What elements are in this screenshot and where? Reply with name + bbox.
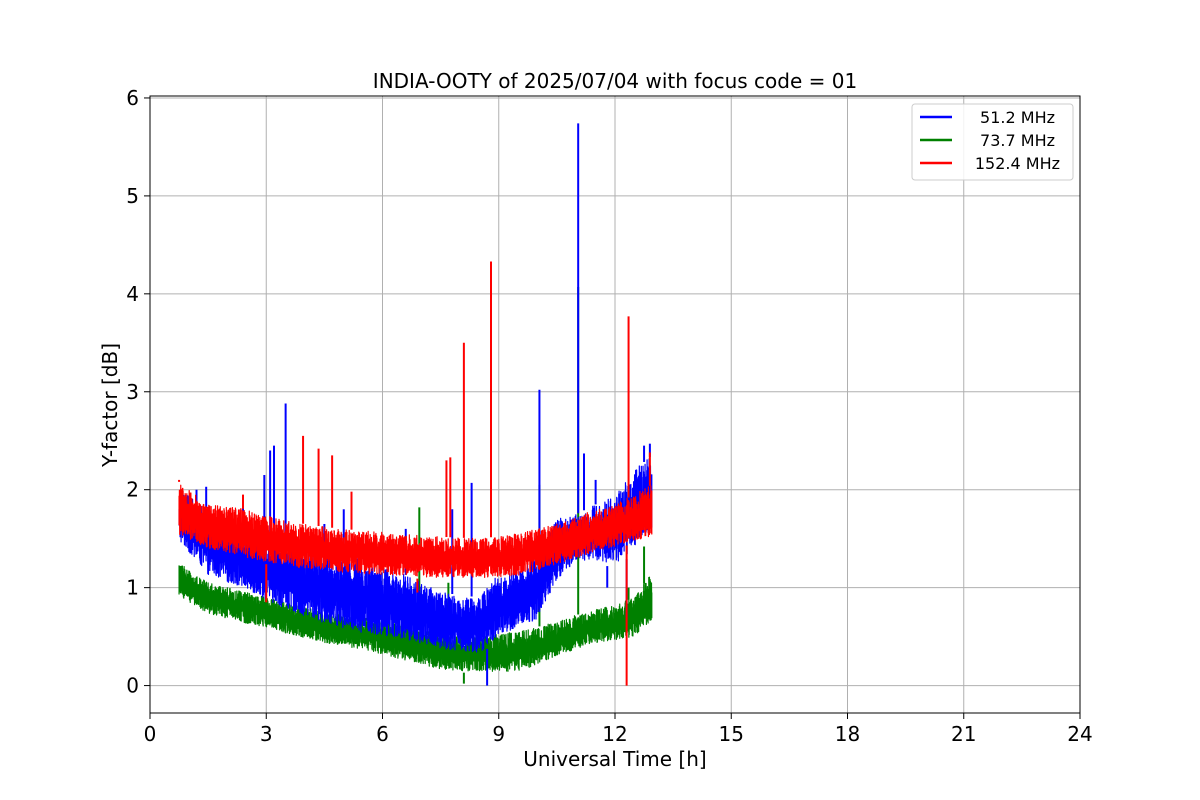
x-tick-label: 18 [835, 722, 860, 746]
series-layer [178, 123, 653, 686]
x-tick-label: 15 [719, 722, 744, 746]
series-line-73-7-mhz [178, 565, 653, 672]
series-line-152-4-mhz [178, 484, 653, 578]
x-tick-label: 3 [260, 722, 273, 746]
x-tick-label: 6 [376, 722, 389, 746]
x-tick-label: 12 [602, 722, 627, 746]
series-152-4-mhz [178, 261, 653, 686]
y-axis: 0 1 2 3 4 5 6 [126, 86, 150, 698]
legend: 51.2 MHz 73.7 MHz 152.4 MHz [911, 103, 1074, 181]
legend-label-73-7: 73.7 MHz [980, 131, 1055, 150]
y-tick-label: 6 [126, 86, 139, 110]
y-tick-label: 0 [126, 674, 139, 698]
x-tick-label: 21 [951, 722, 976, 746]
y-axis-label: Y-factor [dB] [98, 343, 122, 468]
y-tick-label: 1 [126, 576, 139, 600]
x-tick-label: 24 [1067, 722, 1092, 746]
x-tick-label: 9 [492, 722, 505, 746]
legend-label-152-4: 152.4 MHz [975, 154, 1060, 173]
x-axis-label: Universal Time [h] [523, 747, 706, 771]
x-axis: 0 3 6 9 12 15 18 21 24 [144, 713, 1093, 746]
chart-title: INDIA-OOTY of 2025/07/04 with focus code… [373, 69, 857, 93]
y-tick-label: 5 [126, 184, 139, 208]
y-tick-label: 2 [126, 478, 139, 502]
legend-label-51-2: 51.2 MHz [980, 108, 1055, 127]
y-tick-label: 3 [126, 380, 139, 404]
legend-box [911, 103, 1074, 181]
x-tick-label: 0 [144, 722, 157, 746]
y-tick-label: 4 [126, 282, 139, 306]
